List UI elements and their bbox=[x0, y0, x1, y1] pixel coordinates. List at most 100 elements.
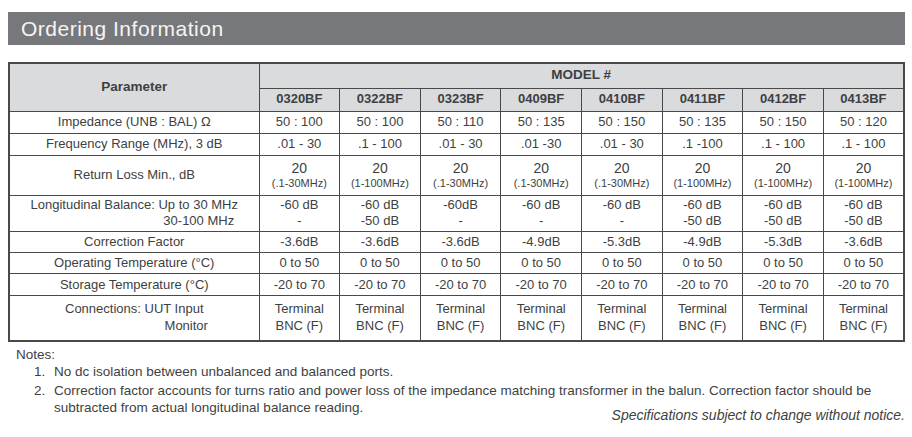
table-row-frequency-range: Frequency Range (MHz), 3 dB .01 - 30 .1 … bbox=[9, 133, 904, 155]
row-label: Connections: UUT Input Monitor bbox=[9, 296, 259, 341]
row-label: Operating Temperature (°C) bbox=[9, 253, 259, 274]
cell-value: .01 - 30 bbox=[582, 133, 663, 155]
cell-value: 20(.1-30MHz) bbox=[501, 155, 582, 195]
cell-value: 0 to 50 bbox=[501, 253, 582, 274]
model-group-header: MODEL # bbox=[259, 63, 904, 88]
balance-up-to-30: -60 dB bbox=[665, 197, 741, 214]
cell-value: 20(1-100MHz) bbox=[662, 155, 743, 195]
row-label: Correction Factor bbox=[9, 232, 259, 253]
uut-input-connection: Terminal bbox=[423, 301, 499, 318]
return-loss-range: (1-100MHz) bbox=[665, 177, 741, 189]
model-column-header: 0410BF bbox=[582, 88, 663, 111]
row-label: Longitudinal Balance: Up to 30 MHz 30-10… bbox=[9, 195, 259, 232]
balance-up-to-30: -60dB bbox=[423, 197, 499, 214]
cell-value: 0 to 50 bbox=[823, 253, 904, 274]
model-column-header: 0322BF bbox=[340, 88, 421, 111]
return-loss-range: (1-100MHz) bbox=[342, 177, 418, 189]
balance-30-100: - bbox=[423, 213, 499, 230]
cell-value: -20 to 70 bbox=[582, 274, 663, 296]
monitor-connection: BNC (F) bbox=[584, 318, 660, 335]
uut-input-connection: Terminal bbox=[665, 301, 741, 318]
cell-value: -3.6dB bbox=[259, 232, 340, 253]
cell-value: 0 to 50 bbox=[259, 253, 340, 274]
cell-value: .01 - 30 bbox=[420, 133, 501, 155]
cell-value: -5.3dB bbox=[743, 232, 824, 253]
cell-value: 0 to 50 bbox=[340, 253, 421, 274]
table-row-operating-temperature: Operating Temperature (°C) 0 to 50 0 to … bbox=[9, 253, 904, 274]
cell-value: -60 dB- bbox=[501, 195, 582, 232]
monitor-connection: BNC (F) bbox=[503, 318, 579, 335]
cell-value: -20 to 70 bbox=[340, 274, 421, 296]
return-loss-range: (1-100MHz) bbox=[745, 177, 821, 189]
return-loss-range: (.1-30MHz) bbox=[584, 177, 660, 189]
cell-value: -60 dB-50 dB bbox=[743, 195, 824, 232]
return-loss-value: 20 bbox=[665, 161, 741, 176]
row-label: Frequency Range (MHz), 3 dB bbox=[9, 133, 259, 155]
cell-value: TerminalBNC (F) bbox=[340, 296, 421, 341]
section-title-bar: Ordering Information bbox=[8, 12, 905, 45]
cell-value: -20 to 70 bbox=[259, 274, 340, 296]
cell-value: .01 -30 bbox=[501, 133, 582, 155]
cell-value: -60 dB- bbox=[582, 195, 663, 232]
cell-value: 0 to 50 bbox=[582, 253, 663, 274]
cell-value: -60 dB-50 dB bbox=[340, 195, 421, 232]
balance-30-100: -50 dB bbox=[745, 213, 821, 230]
row-label: Storage Temperature (°C) bbox=[9, 274, 259, 296]
cell-value: .1 - 100 bbox=[823, 133, 904, 155]
cell-value: 50 : 150 bbox=[582, 111, 663, 133]
cell-value: 50 : 135 bbox=[501, 111, 582, 133]
cell-value: .1 -100 bbox=[662, 133, 743, 155]
monitor-connection: BNC (F) bbox=[262, 318, 338, 335]
cell-value: 20(.1-30MHz) bbox=[582, 155, 663, 195]
cell-value: -60 dB- bbox=[259, 195, 340, 232]
uut-input-connection: Terminal bbox=[342, 301, 418, 318]
return-loss-range: (.1-30MHz) bbox=[503, 177, 579, 189]
cell-value: 20(1-100MHz) bbox=[743, 155, 824, 195]
monitor-connection: BNC (F) bbox=[745, 318, 821, 335]
cell-value: 20(1-100MHz) bbox=[340, 155, 421, 195]
cell-value: 0 to 50 bbox=[420, 253, 501, 274]
return-loss-range: (.1-30MHz) bbox=[262, 177, 338, 189]
monitor-connection: BNC (F) bbox=[342, 318, 418, 335]
balance-30-100: - bbox=[503, 213, 579, 230]
cell-value: 50 : 135 bbox=[662, 111, 743, 133]
table-row-return-loss: Return Loss Min., dB 20(.1-30MHz) 20(1-1… bbox=[9, 155, 904, 195]
specifications-disclaimer: Specifications subject to change without… bbox=[612, 407, 905, 423]
model-column-header: 0411BF bbox=[662, 88, 743, 111]
cell-value: 50 : 100 bbox=[340, 111, 421, 133]
return-loss-value: 20 bbox=[745, 161, 821, 176]
model-column-header: 0323BF bbox=[420, 88, 501, 111]
model-column-header: 0320BF bbox=[259, 88, 340, 111]
cell-value: -60dB- bbox=[420, 195, 501, 232]
balance-30-100: -50 dB bbox=[826, 213, 901, 230]
row-label: Return Loss Min., dB bbox=[9, 155, 259, 195]
cell-value: 0 to 50 bbox=[743, 253, 824, 274]
cell-value: -20 to 70 bbox=[420, 274, 501, 296]
cell-value: 50 : 150 bbox=[743, 111, 824, 133]
cell-value: 20(1-100MHz) bbox=[823, 155, 904, 195]
cell-value: -20 to 70 bbox=[743, 274, 824, 296]
parameter-column-header: Parameter bbox=[9, 63, 259, 111]
cell-value: -4.9dB bbox=[662, 232, 743, 253]
cell-value: TerminalBNC (F) bbox=[582, 296, 663, 341]
return-loss-value: 20 bbox=[503, 161, 579, 176]
cell-value: TerminalBNC (F) bbox=[259, 296, 340, 341]
balance-up-to-30: -60 dB bbox=[745, 197, 821, 214]
monitor-connection: BNC (F) bbox=[423, 318, 499, 335]
longitudinal-label-line1: Longitudinal Balance: Up to 30 MHz bbox=[12, 197, 257, 214]
balance-up-to-30: -60 dB bbox=[826, 197, 901, 214]
return-loss-value: 20 bbox=[342, 161, 418, 176]
cell-value: 20(.1-30MHz) bbox=[259, 155, 340, 195]
table-row-longitudinal-balance: Longitudinal Balance: Up to 30 MHz 30-10… bbox=[9, 195, 904, 232]
table-row-connections: Connections: UUT Input Monitor TerminalB… bbox=[9, 296, 904, 341]
cell-value: .1 - 100 bbox=[340, 133, 421, 155]
model-column-header: 0412BF bbox=[743, 88, 824, 111]
model-column-header: 0413BF bbox=[823, 88, 904, 111]
table-row-storage-temperature: Storage Temperature (°C) -20 to 70 -20 t… bbox=[9, 274, 904, 296]
balance-up-to-30: -60 dB bbox=[262, 197, 338, 214]
cell-value: .01 - 30 bbox=[259, 133, 340, 155]
page-title: Ordering Information bbox=[21, 17, 224, 41]
longitudinal-label-line2: 30-100 MHz bbox=[12, 213, 257, 230]
cell-value: -4.9dB bbox=[501, 232, 582, 253]
cell-value: TerminalBNC (F) bbox=[743, 296, 824, 341]
